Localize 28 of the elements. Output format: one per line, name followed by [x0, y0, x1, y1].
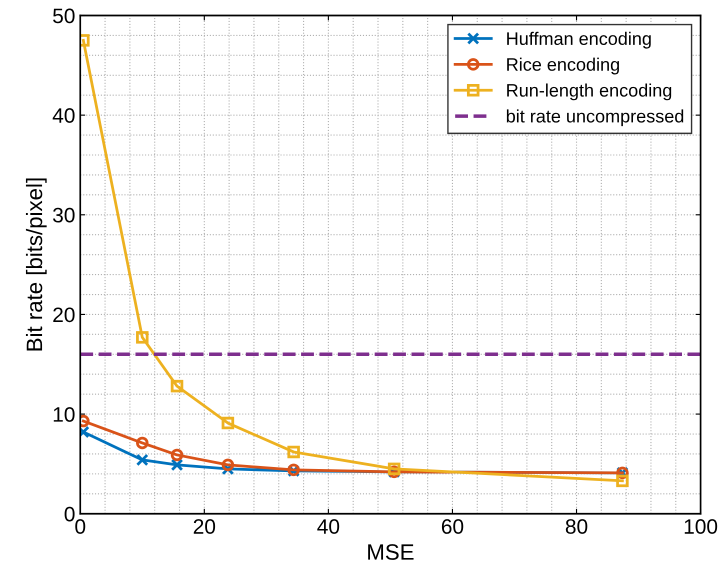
- point: [388, 462, 400, 476]
- x-tick-label: 100: [684, 519, 718, 534]
- y-axis-title: Bit rate [bits/pixel]: [26, 178, 47, 350]
- point: [222, 416, 234, 430]
- point: [222, 458, 234, 472]
- x-tick-label: 80: [566, 519, 588, 534]
- legend-label: Run-length encoding: [507, 83, 672, 100]
- point: [136, 436, 149, 450]
- point: [170, 448, 184, 462]
- y-tick-label: 20: [53, 307, 75, 322]
- x-tick-label: 40: [317, 519, 340, 534]
- y-tick-label: 0: [64, 506, 75, 522]
- y-tick-label: 50: [53, 8, 75, 24]
- point: [170, 380, 184, 392]
- point: [287, 446, 300, 458]
- point: [136, 331, 149, 344]
- legend-label: Huffman encoding: [507, 32, 651, 49]
- x-tick-label: 60: [442, 519, 464, 534]
- y-tick-label: 40: [52, 108, 75, 123]
- y-tick-label: 30: [53, 208, 75, 223]
- x-axis-title: MSE: [368, 544, 414, 560]
- legend-label: Rice encoding: [507, 58, 619, 74]
- y-tick-label: 10: [54, 407, 75, 422]
- x-tick-label: 20: [194, 519, 216, 534]
- x-tick-label: 0: [75, 519, 86, 534]
- legend-label: bit rate uncompressed: [506, 109, 684, 126]
- point: [136, 454, 149, 466]
- point: [616, 474, 629, 488]
